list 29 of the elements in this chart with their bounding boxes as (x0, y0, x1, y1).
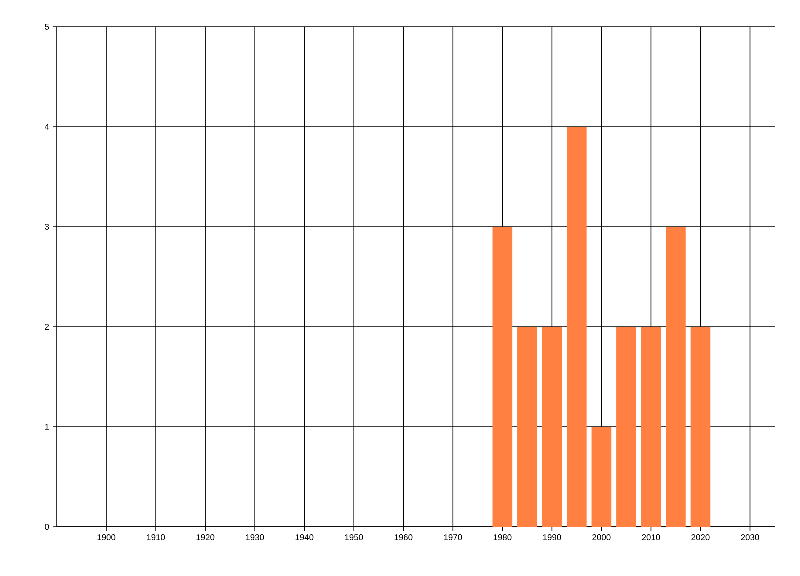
x-tick-label: 1960 (394, 534, 413, 541)
bar (567, 127, 587, 527)
y-tick-label: 0 (45, 524, 50, 530)
bar (641, 327, 662, 527)
bar (518, 327, 538, 527)
bar (616, 327, 636, 527)
x-tick-label: 2020 (692, 534, 710, 541)
x-tick-label: 1930 (246, 534, 264, 541)
bar (666, 227, 686, 527)
x-tick-label: 2000 (592, 534, 611, 541)
y-tick-label: 2 (45, 324, 50, 330)
x-tick-label: 1970 (444, 534, 462, 541)
bar (542, 327, 562, 527)
x-tick-label: 1900 (98, 534, 116, 541)
y-tick-label: 3 (45, 224, 50, 230)
y-tick-label: 4 (44, 124, 50, 130)
y-tick-label: 5 (45, 24, 50, 30)
bar (690, 327, 711, 527)
x-tick-label: 2010 (642, 534, 660, 541)
x-tick-label: 1950 (345, 534, 364, 541)
x-tick-label: 1920 (196, 534, 215, 541)
x-tick-label: 1910 (147, 534, 166, 541)
bar (592, 427, 612, 527)
bar (492, 227, 513, 527)
x-tick-label: 2030 (741, 534, 760, 541)
x-tick-label: 1990 (543, 534, 562, 541)
y-tick-label: 1 (45, 424, 50, 430)
x-tick-label: 1980 (494, 534, 512, 541)
x-tick-label: 1940 (296, 534, 314, 541)
